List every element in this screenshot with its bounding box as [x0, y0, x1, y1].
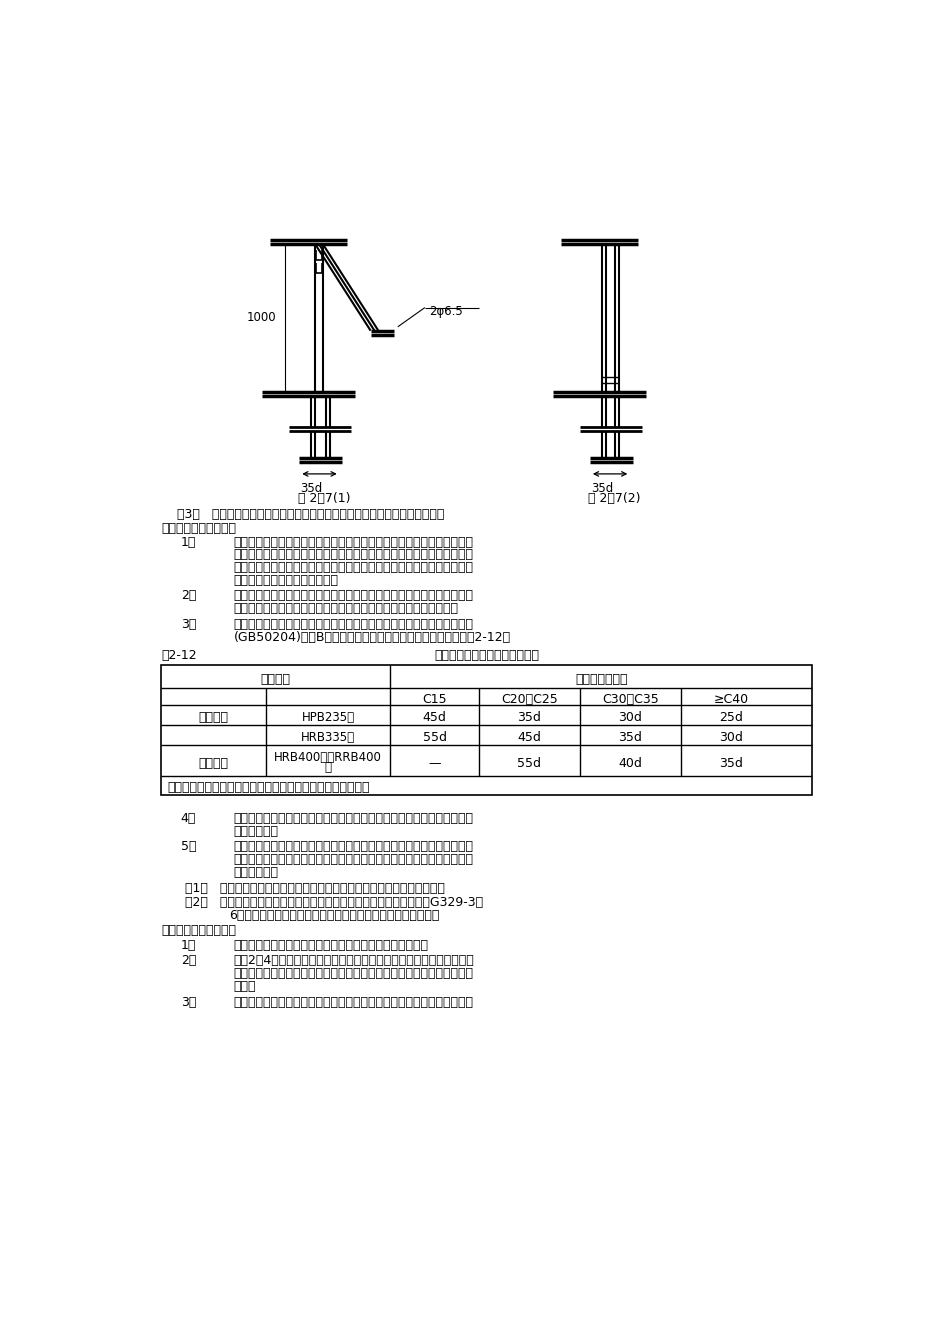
- Text: 圈梁钢筋的搭接长度要符合设计及《混凝土结构工程施工质量验收规范》: 圈梁钢筋的搭接长度要符合设计及《混凝土结构工程施工质量验收规范》: [234, 618, 473, 630]
- Text: 钢筋类型: 钢筋类型: [260, 672, 291, 685]
- Text: 35d: 35d: [618, 731, 642, 745]
- Text: 双排钢筋之间绑的拉筋，呈梅花型布置，为保证两排钢筋间相对距离，采: 双排钢筋之间绑的拉筋，呈梅花型布置，为保证两排钢筋间相对距离，采: [234, 996, 473, 1008]
- Bar: [162, 665, 812, 794]
- Text: HPB235级: HPB235级: [301, 711, 354, 724]
- Text: 楼梯间、附墙烟囱、垃圾道及洞口等部位的圈梁钢筋被切断时，应搭接补: 楼梯间、附墙烟囱、垃圾道及洞口等部位的圈梁钢筋被切断时，应搭接补: [234, 840, 473, 853]
- Text: 6图集要求设置；拐角处及丁字墙处附加筋应严格按要求设置。: 6图集要求设置；拐角处及丁字墙处附加筋应严格按要求设置。: [230, 909, 440, 922]
- Text: 图 2－7(1): 图 2－7(1): [298, 492, 351, 505]
- Text: 45d: 45d: [423, 711, 446, 724]
- Text: 3、: 3、: [180, 618, 196, 630]
- Text: 2φ6.5: 2φ6.5: [428, 305, 463, 317]
- Text: 筋固定好位置，并在横筋上画好分档标志，然后绑其余竖筋，最后绑其余: 筋固定好位置，并在横筋上画好分档标志，然后绑其余竖筋，最后绑其余: [234, 968, 473, 980]
- Text: 2、: 2、: [180, 590, 196, 602]
- Text: HRB400级、RRB400: HRB400级、RRB400: [274, 751, 382, 765]
- Text: 35d: 35d: [591, 481, 614, 495]
- Text: 35d: 35d: [518, 711, 541, 724]
- Text: 混凝土强度等级: 混凝土强度等级: [575, 672, 627, 685]
- Text: 根据墙体弹线，调整下层墙体伸出的墙筋，使其位置正确。: 根据墙体弹线，调整下层墙体伸出的墙筋，使其位置正确。: [234, 938, 428, 952]
- Text: 40d: 40d: [618, 757, 642, 770]
- Text: 合设计要求。: 合设计要求。: [234, 825, 278, 837]
- Text: （1）   圈梁钢筋绑扎后，应加钢筋保护层垫块，以控制受力钢筋的保护层。: （1） 圈梁钢筋绑扎后，应加钢筋保护层垫块，以控制受力钢筋的保护层。: [184, 882, 445, 895]
- Text: 级: 级: [325, 761, 332, 774]
- Text: 在构造柱部位搭接时，其搭接倍数或锚入柱内长度要符合设计要求。: 在构造柱部位搭接时，其搭接倍数或锚入柱内长度要符合设计要求。: [234, 602, 459, 616]
- Text: 30d: 30d: [618, 711, 642, 724]
- Text: C15: C15: [422, 692, 446, 706]
- Text: 35d: 35d: [300, 481, 323, 495]
- Text: 55d: 55d: [518, 757, 541, 770]
- Text: 横筋。: 横筋。: [234, 980, 256, 993]
- Text: (GB50204)附录B中对纵向受力钢筋搭接长度的有关要求，如表2-12。: (GB50204)附录B中对纵向受力钢筋搭接长度的有关要求，如表2-12。: [234, 630, 510, 644]
- Text: C20～C25: C20～C25: [502, 692, 558, 706]
- Text: 1、: 1、: [180, 535, 196, 548]
- Text: 1、: 1、: [180, 938, 196, 952]
- Text: 搭接或连接。: 搭接或连接。: [234, 866, 278, 879]
- Text: ≥C40: ≥C40: [713, 692, 749, 706]
- Text: 1000: 1000: [247, 312, 276, 324]
- Text: （2）   钢筋下料应严格按照《建筑物抗震构造详图》（砖混结构楼房）G329-3～: （2） 钢筋下料应严格按照《建筑物抗震构造详图》（砖混结构楼房）G329-3～: [184, 896, 483, 909]
- Text: 强，构造方法应符合设计要求，标高不同的高低圈梁钢筋，应按设计要求: 强，构造方法应符合设计要求，标高不同的高低圈梁钢筋，应按设计要求: [234, 853, 473, 866]
- Text: 表2-12: 表2-12: [162, 649, 197, 663]
- Text: 4、: 4、: [180, 812, 196, 825]
- Text: 纵向受拉钢筋的最小搭接长度表: 纵向受拉钢筋的最小搭接长度表: [434, 649, 540, 663]
- Text: 30d: 30d: [719, 731, 743, 745]
- Text: HRB335级: HRB335级: [301, 731, 355, 745]
- Text: 35d: 35d: [719, 757, 743, 770]
- Text: （二）圈梁钢筋的绑扎: （二）圈梁钢筋的绑扎: [162, 521, 237, 535]
- Text: —: —: [428, 757, 441, 770]
- Text: 圈梁钢筋应互相交圈，在内墙交接处、墙大角转角处的锚固长度，均要符: 圈梁钢筋应互相交圈，在内墙交接处、墙大角转角处的锚固长度，均要符: [234, 812, 473, 825]
- Text: 先立2～4根竖筋，并画好横筋分档标志，然后于下部及齐胸处绑两根横: 先立2～4根竖筋，并画好横筋分档标志，然后于下部及齐胸处绑两根横: [234, 954, 474, 968]
- Text: 25d: 25d: [719, 711, 743, 724]
- Text: （三）剪力墙钢筋绑扎: （三）剪力墙钢筋绑扎: [162, 925, 237, 937]
- Text: 图 2－7(2): 图 2－7(2): [588, 492, 641, 505]
- Text: 5、: 5、: [180, 840, 197, 853]
- Text: 搭接处应沿受力钢筋互相错开。: 搭接处应沿受力钢筋互相错开。: [234, 574, 338, 586]
- Text: 可现场绑扎，后支模板。一般采用硬架支模方法。如在模内绑扎时，按设: 可现场绑扎，后支模板。一般采用硬架支模方法。如在模内绑扎时，按设: [234, 548, 473, 562]
- Text: 注：两根直径不同钢筋的搭接长度，以较细钢筋的直径计算。: 注：两根直径不同钢筋的搭接长度，以较细钢筋的直径计算。: [167, 781, 370, 794]
- Text: 圈梁与构造柱钢筋交叉处，圈梁钢筋放在构造柱受力钢筋内侧。圈梁钢筋: 圈梁与构造柱钢筋交叉处，圈梁钢筋放在构造柱受力钢筋内侧。圈梁钢筋: [234, 590, 473, 602]
- Text: C30～C35: C30～C35: [602, 692, 658, 706]
- Text: 55d: 55d: [423, 731, 446, 745]
- Text: 3、: 3、: [180, 996, 196, 1008]
- Text: 光圆钢筋: 光圆钢筋: [199, 711, 229, 724]
- Text: 一般采用预制圈梁钢筋骨架，然后按编号吊装就位进行组装后支模板。也: 一般采用预制圈梁钢筋骨架，然后按编号吊装就位进行组装后支模板。也: [234, 535, 473, 548]
- Text: 带肋钢筋: 带肋钢筋: [199, 757, 229, 770]
- Text: （3）   剔完砖墙后，应对构造柱钢筋进行修整，以保证钢筋位置及间距准确。: （3） 剔完砖墙后，应对构造柱钢筋进行修整，以保证钢筋位置及间距准确。: [162, 508, 445, 520]
- Text: 45d: 45d: [518, 731, 541, 745]
- Text: 计图纸要求间距，在模板侧帮画箍筋位置线。放箍筋后穿受力钢筋。箍筋: 计图纸要求间距，在模板侧帮画箍筋位置线。放箍筋后穿受力钢筋。箍筋: [234, 560, 473, 574]
- Text: 2、: 2、: [180, 954, 196, 968]
